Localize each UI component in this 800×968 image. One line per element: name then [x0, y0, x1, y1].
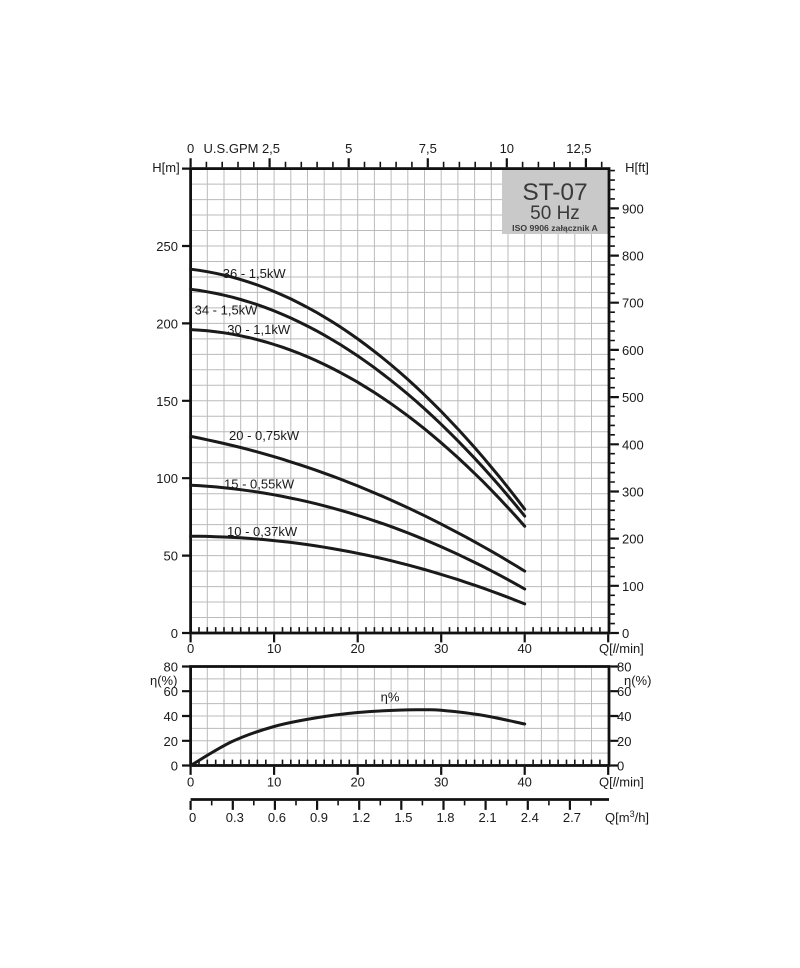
- svg-text:150: 150: [156, 394, 178, 409]
- svg-text:0: 0: [187, 775, 194, 790]
- svg-text:40: 40: [617, 709, 631, 724]
- svg-text:700: 700: [622, 296, 644, 311]
- svg-text:600: 600: [622, 343, 644, 358]
- svg-text:0.6: 0.6: [268, 810, 286, 825]
- svg-text:800: 800: [622, 249, 644, 264]
- svg-text:0: 0: [622, 626, 629, 641]
- svg-text:ISO 9906 załącznik A: ISO 9906 załącznik A: [512, 223, 598, 233]
- svg-text:10: 10: [267, 775, 281, 790]
- svg-text:34 - 1,5kW: 34 - 1,5kW: [195, 303, 259, 318]
- svg-text:1.8: 1.8: [436, 810, 454, 825]
- svg-text:40: 40: [517, 641, 531, 656]
- svg-text:2.1: 2.1: [479, 810, 497, 825]
- svg-text:500: 500: [622, 390, 644, 405]
- svg-text:80: 80: [164, 660, 178, 675]
- svg-text:H[ft]: H[ft]: [625, 160, 649, 175]
- svg-text:2.7: 2.7: [563, 810, 581, 825]
- svg-text:0: 0: [617, 759, 624, 774]
- svg-text:40: 40: [164, 709, 178, 724]
- svg-text:40: 40: [517, 775, 531, 790]
- svg-text:1.5: 1.5: [394, 810, 412, 825]
- svg-text:50 Hz: 50 Hz: [530, 203, 580, 224]
- svg-text:15 - 0,55kW: 15 - 0,55kW: [224, 476, 295, 491]
- svg-text:30 - 1,1kW: 30 - 1,1kW: [227, 322, 291, 337]
- svg-text:10: 10: [500, 141, 514, 156]
- svg-text:0: 0: [171, 759, 178, 774]
- svg-text:100: 100: [622, 579, 644, 594]
- svg-text:0: 0: [171, 626, 178, 641]
- svg-text:Q[m3/h]: Q[m3/h]: [605, 809, 649, 825]
- svg-text:250: 250: [156, 239, 178, 254]
- svg-text:5: 5: [345, 141, 352, 156]
- svg-text:Q[l/min]: Q[l/min]: [599, 641, 644, 656]
- svg-text:η%: η%: [381, 690, 400, 705]
- svg-text:1.2: 1.2: [352, 810, 370, 825]
- svg-text:36 - 1,5kW: 36 - 1,5kW: [223, 266, 287, 281]
- svg-text:0: 0: [189, 810, 196, 825]
- svg-text:400: 400: [622, 437, 644, 452]
- svg-text:η(%): η(%): [150, 673, 177, 688]
- svg-text:20: 20: [164, 734, 178, 749]
- svg-text:20: 20: [350, 641, 364, 656]
- svg-text:η(%): η(%): [624, 673, 651, 688]
- svg-text:200: 200: [622, 532, 644, 547]
- svg-text:20 - 0,75kW: 20 - 0,75kW: [229, 428, 300, 443]
- svg-text:2.4: 2.4: [521, 810, 539, 825]
- svg-text:200: 200: [156, 316, 178, 331]
- svg-text:7,5: 7,5: [419, 141, 437, 156]
- svg-text:10: 10: [267, 641, 281, 656]
- svg-text:H[m]: H[m]: [152, 160, 179, 175]
- svg-text:100: 100: [156, 471, 178, 486]
- svg-text:0: 0: [187, 641, 194, 656]
- svg-text:50: 50: [164, 549, 178, 564]
- svg-text:20: 20: [617, 734, 631, 749]
- svg-text:30: 30: [434, 641, 448, 656]
- svg-text:10 - 0,37kW: 10 - 0,37kW: [227, 524, 298, 539]
- svg-text:12,5: 12,5: [566, 141, 591, 156]
- svg-text:0: 0: [187, 141, 194, 156]
- svg-text:2,5: 2,5: [262, 141, 280, 156]
- svg-text:300: 300: [622, 485, 644, 500]
- svg-text:ST-07: ST-07: [522, 179, 587, 206]
- svg-text:U.S.GPM: U.S.GPM: [204, 141, 259, 156]
- svg-text:Q[l/min]: Q[l/min]: [599, 775, 644, 790]
- svg-text:30: 30: [434, 775, 448, 790]
- svg-text:20: 20: [350, 775, 364, 790]
- svg-text:60: 60: [617, 684, 631, 699]
- svg-text:60: 60: [164, 684, 178, 699]
- svg-text:900: 900: [622, 201, 644, 216]
- svg-text:0.9: 0.9: [310, 810, 328, 825]
- svg-text:0.3: 0.3: [226, 810, 244, 825]
- svg-text:80: 80: [617, 660, 631, 675]
